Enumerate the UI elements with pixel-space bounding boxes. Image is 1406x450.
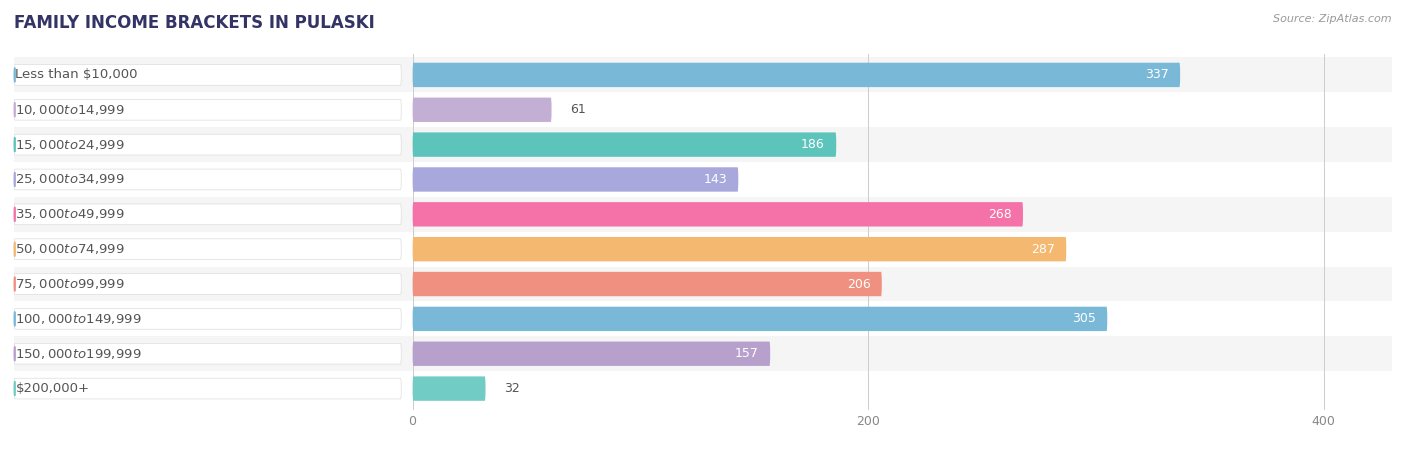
Text: $75,000 to $99,999: $75,000 to $99,999 [15,277,125,291]
Text: FAMILY INCOME BRACKETS IN PULASKI: FAMILY INCOME BRACKETS IN PULASKI [14,14,375,32]
Bar [14,127,1392,162]
FancyBboxPatch shape [412,342,770,366]
FancyBboxPatch shape [14,343,401,364]
Bar [14,197,1392,232]
FancyBboxPatch shape [14,309,401,329]
FancyBboxPatch shape [412,307,1108,331]
FancyBboxPatch shape [14,134,401,155]
Text: 337: 337 [1144,68,1168,81]
Text: $150,000 to $199,999: $150,000 to $199,999 [15,347,142,361]
FancyBboxPatch shape [412,63,1180,87]
Bar [14,266,1392,302]
FancyBboxPatch shape [14,169,401,190]
Text: 143: 143 [703,173,727,186]
Bar [14,302,1392,336]
Text: 287: 287 [1031,243,1054,256]
Text: 186: 186 [801,138,825,151]
Text: 32: 32 [503,382,519,395]
Bar [14,232,1392,266]
Text: Less than $10,000: Less than $10,000 [15,68,138,81]
Bar [14,92,1392,127]
FancyBboxPatch shape [412,167,738,192]
Bar [14,58,1392,92]
Text: 206: 206 [846,278,870,291]
Text: 305: 305 [1071,312,1095,325]
FancyBboxPatch shape [14,378,401,399]
Text: $100,000 to $149,999: $100,000 to $149,999 [15,312,142,326]
Bar [14,371,1392,406]
FancyBboxPatch shape [412,132,837,157]
FancyBboxPatch shape [14,274,401,294]
Text: $15,000 to $24,999: $15,000 to $24,999 [15,138,125,152]
FancyBboxPatch shape [412,376,485,401]
FancyBboxPatch shape [412,202,1024,226]
Bar [14,336,1392,371]
Text: $50,000 to $74,999: $50,000 to $74,999 [15,242,125,256]
FancyBboxPatch shape [14,99,401,120]
Text: $35,000 to $49,999: $35,000 to $49,999 [15,207,125,221]
Text: Source: ZipAtlas.com: Source: ZipAtlas.com [1274,14,1392,23]
FancyBboxPatch shape [14,204,401,225]
Text: $10,000 to $14,999: $10,000 to $14,999 [15,103,125,117]
FancyBboxPatch shape [14,239,401,260]
FancyBboxPatch shape [412,98,551,122]
FancyBboxPatch shape [412,237,1066,261]
FancyBboxPatch shape [412,272,882,296]
Text: 61: 61 [569,103,585,116]
Text: $25,000 to $34,999: $25,000 to $34,999 [15,172,125,186]
FancyBboxPatch shape [14,64,401,86]
Text: $200,000+: $200,000+ [15,382,90,395]
Text: 268: 268 [988,208,1011,221]
Bar [14,162,1392,197]
Text: 157: 157 [735,347,759,360]
